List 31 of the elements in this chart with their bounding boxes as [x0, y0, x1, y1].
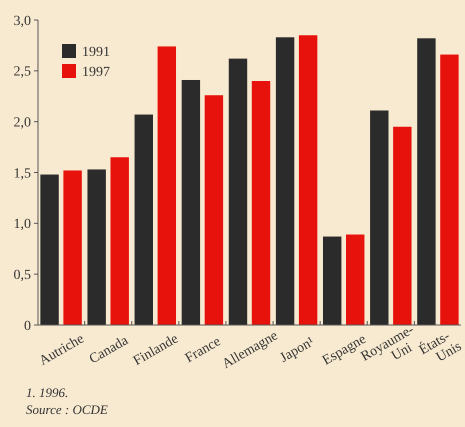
bar	[228, 58, 248, 325]
text: 1. 1996.	[26, 385, 68, 400]
y-tick-label: 2,5	[14, 64, 31, 80]
bar	[370, 110, 389, 325]
bar	[276, 37, 294, 325]
y-tick-label: 1,0	[14, 217, 31, 232]
bar	[298, 35, 318, 325]
x-tick-label: États-Unis	[416, 326, 464, 366]
legend-label: 1991	[82, 44, 110, 60]
y-tick-label: 0,5	[14, 268, 31, 284]
bar	[87, 169, 106, 325]
bar	[110, 157, 129, 325]
bar	[40, 174, 59, 325]
x-tick-label: France	[182, 334, 224, 366]
y-tick-label: 2,0	[14, 116, 31, 131]
bar	[182, 80, 200, 325]
legend-label: 1997	[82, 64, 110, 80]
y-tick-label: 3,0	[14, 14, 31, 29]
bar	[158, 46, 176, 325]
y-tick-label: 1,5	[14, 166, 31, 182]
bar	[63, 170, 82, 325]
bar	[393, 126, 412, 325]
bar	[417, 38, 436, 325]
bar	[134, 114, 153, 325]
bar	[252, 81, 270, 325]
bar	[204, 95, 224, 325]
bar	[440, 54, 459, 325]
bar	[346, 234, 364, 325]
source-note: Source : OCDE	[26, 402, 108, 417]
y-tick-label: 0	[24, 318, 31, 334]
bar	[322, 236, 342, 325]
